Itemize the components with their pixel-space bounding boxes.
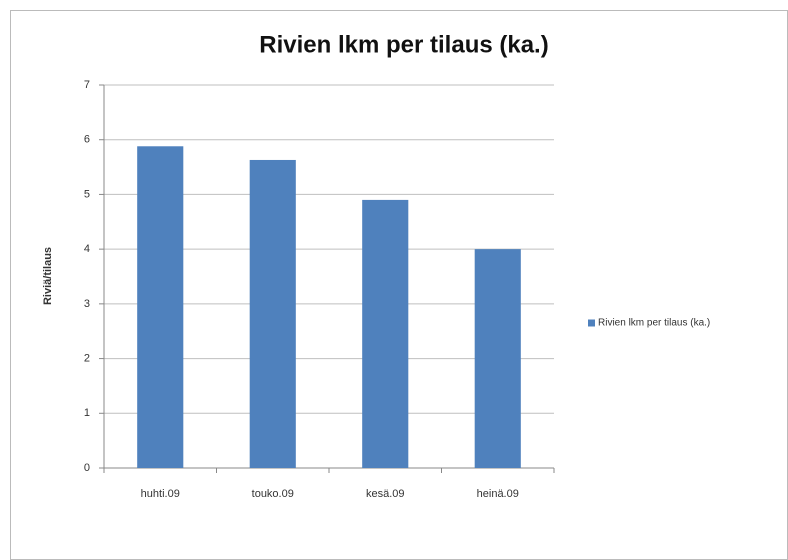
legend-label: Rivien lkm per tilaus (ka.) xyxy=(598,318,710,329)
x-tick-label: touko.09 xyxy=(252,488,294,500)
bar xyxy=(137,146,184,468)
y-tick-label: 0 xyxy=(84,462,90,474)
bar xyxy=(474,249,521,468)
x-tick-label: kesä.09 xyxy=(366,488,405,500)
y-tick-label: 3 xyxy=(84,298,90,310)
y-tick-label: 7 xyxy=(84,79,90,91)
y-tick-label: 6 xyxy=(84,134,90,146)
bar xyxy=(362,199,409,468)
x-tick-label: huhti.09 xyxy=(141,488,180,500)
y-tick-label: 4 xyxy=(84,243,90,255)
y-tick-label: 2 xyxy=(84,352,90,364)
y-axis-label: Riviä/tilaus xyxy=(42,247,54,305)
chart-title: Rivien lkm per tilaus (ka.) xyxy=(259,31,548,58)
y-tick-label: 1 xyxy=(84,407,90,419)
y-tick-label: 5 xyxy=(84,188,90,200)
bar xyxy=(249,159,296,469)
legend-swatch xyxy=(588,319,595,327)
x-tick-label: heinä.09 xyxy=(477,488,519,500)
